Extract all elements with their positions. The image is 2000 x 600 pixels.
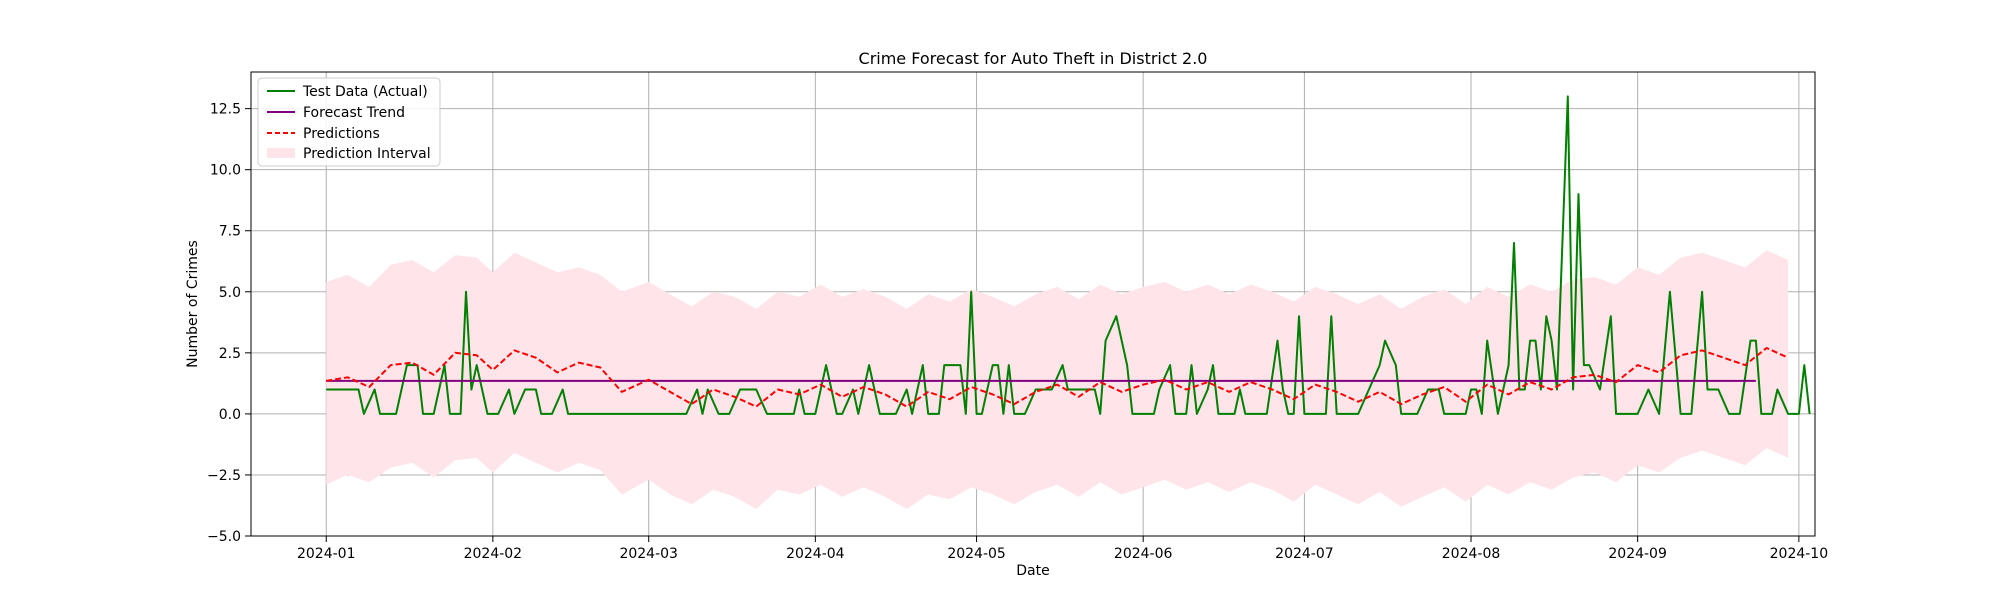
y-tick-label: 10.0 <box>210 163 241 179</box>
series-layer <box>326 95 1811 415</box>
x-tick-label: 2024-04 <box>786 546 845 562</box>
x-tick-label: 2024-09 <box>1608 546 1667 562</box>
y-tick-label: 12.5 <box>210 102 241 118</box>
y-axis-ticks: −5.0 −2.5 0.0 2.5 5.0 7.5 10.0 12.5 <box>207 102 251 545</box>
y-tick-label: 7.5 <box>219 224 241 240</box>
legend-label-interval: Prediction Interval <box>303 146 431 162</box>
legend-label-forecast-trend: Forecast Trend <box>303 105 405 121</box>
x-tick-label: 2024-08 <box>1442 546 1501 562</box>
y-tick-label: −2.5 <box>207 468 241 484</box>
x-tick-label: 2024-10 <box>1770 546 1829 562</box>
x-tick-label: 2024-07 <box>1275 546 1334 562</box>
y-axis-label: Number of Crimes <box>185 240 201 368</box>
x-tick-label: 2024-01 <box>297 546 356 562</box>
y-tick-label: 5.0 <box>219 285 241 301</box>
x-tick-label: 2024-02 <box>464 546 523 562</box>
y-tick-label: 2.5 <box>219 346 241 362</box>
x-axis-ticks: 2024-01 2024-02 2024-03 2024-04 2024-05 2024-… <box>297 536 1828 562</box>
actual-series-line <box>326 95 1811 415</box>
x-tick-label: 2024-03 <box>619 546 678 562</box>
legend-box <box>257 77 441 167</box>
legend-swatch-interval <box>267 148 295 158</box>
legend: Test Data (Actual) Forecast Trend Predic… <box>257 77 441 167</box>
plot-frame <box>250 71 1816 537</box>
predictions-line <box>326 347 1789 408</box>
y-tick-label: 0.0 <box>219 407 241 423</box>
x-tick-label: 2024-05 <box>947 546 1006 562</box>
y-tick-label: −5.0 <box>207 529 241 545</box>
x-axis-label: Date <box>1016 563 1049 579</box>
legend-label-actual: Test Data (Actual) <box>302 84 428 100</box>
legend-label-predictions: Predictions <box>303 126 380 142</box>
x-tick-label: 2024-06 <box>1114 546 1173 562</box>
chart-title: Crime Forecast for Auto Theft in Distric… <box>859 49 1208 68</box>
